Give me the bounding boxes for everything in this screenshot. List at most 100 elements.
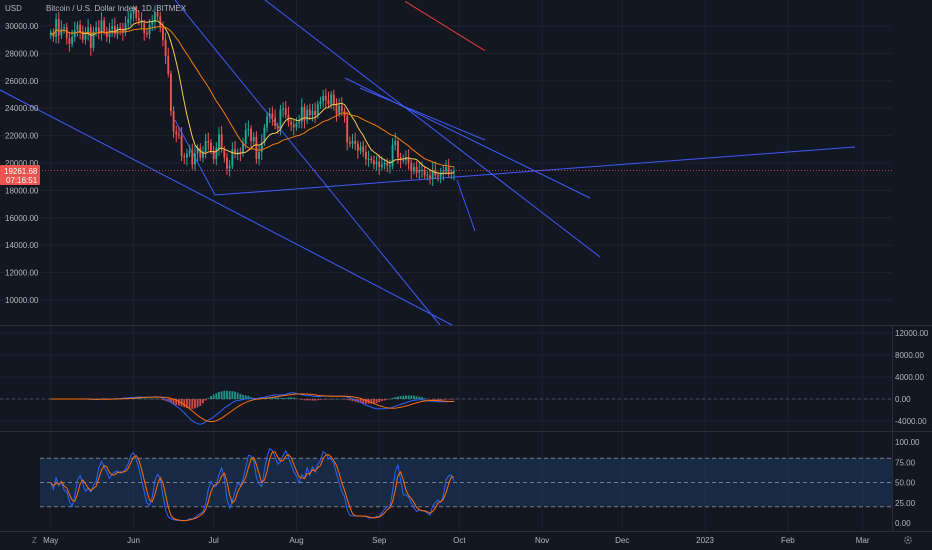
candle-body	[274, 118, 276, 126]
candle-body	[437, 175, 439, 176]
histogram-bar	[440, 399, 442, 400]
candle-body	[279, 110, 281, 129]
histogram-bar	[290, 397, 292, 399]
histogram-bar	[309, 399, 311, 400]
candle	[170, 71, 172, 116]
histogram-bar	[344, 399, 346, 400]
histogram-bar	[330, 399, 332, 400]
candle-body	[298, 122, 300, 123]
x-tick-label: Dec	[615, 536, 629, 545]
candle-body	[269, 114, 271, 117]
candle-body	[413, 167, 415, 171]
stoch-tick-label: 0.00	[895, 519, 911, 528]
histogram-bar	[312, 399, 314, 401]
candle-body	[341, 105, 343, 110]
histogram-bar	[210, 396, 212, 399]
histogram-bar	[234, 392, 236, 399]
histogram-bar	[293, 398, 295, 399]
histogram-bar	[426, 399, 428, 400]
candle-body	[245, 130, 247, 144]
candle-body	[325, 96, 327, 100]
histogram-bar	[322, 399, 324, 400]
histogram-bar	[277, 397, 279, 399]
histogram-bar	[408, 395, 410, 399]
candle-body	[376, 162, 378, 165]
candle-body	[293, 125, 295, 128]
histogram-bar	[397, 397, 399, 399]
candle-body	[101, 21, 103, 33]
candle-body	[336, 104, 338, 114]
candle-body	[285, 108, 287, 115]
histogram-bar	[429, 399, 431, 400]
candle-body	[397, 141, 399, 157]
histogram-bar	[349, 399, 351, 400]
candle-body	[162, 27, 164, 39]
price-tick-label: 28000.00	[5, 49, 39, 58]
histogram-bar	[421, 397, 423, 399]
x-tick-label: Sep	[372, 536, 387, 545]
candle-body	[151, 22, 153, 25]
zoom-icon[interactable]: Z	[32, 536, 37, 545]
candle-body	[410, 163, 412, 171]
histogram-bar	[341, 399, 343, 400]
candle-body	[85, 34, 87, 39]
histogram-bar	[197, 399, 199, 407]
histogram-bar	[413, 396, 415, 399]
candle-body	[448, 167, 450, 172]
candle-body	[271, 114, 273, 118]
hist-tick-label: -4000.00	[895, 417, 927, 426]
price-tag-countdown: 07:16:51	[6, 176, 38, 185]
histogram-bar	[386, 399, 388, 400]
histogram-bar	[317, 399, 319, 400]
candle-body	[309, 110, 311, 115]
histogram-bar	[218, 392, 220, 399]
candle-body	[250, 129, 252, 141]
candle-body	[328, 100, 330, 104]
candle-body	[277, 126, 279, 129]
histogram-bar	[416, 396, 418, 399]
histogram-bar	[336, 399, 338, 400]
candle-body	[360, 147, 362, 151]
candle-body	[221, 134, 223, 149]
candle-body	[186, 153, 188, 157]
price-tag-value: 19261.68	[4, 167, 38, 176]
histogram-bar	[314, 399, 316, 401]
candle-body	[194, 153, 196, 164]
histogram-bar	[237, 393, 239, 399]
histogram-bar	[333, 399, 335, 400]
gear-icon-hub	[907, 539, 909, 541]
histogram-bar	[159, 399, 161, 400]
histogram-bar	[384, 399, 386, 400]
candle-body	[333, 95, 335, 105]
candle-body	[199, 148, 201, 158]
histogram-bar	[215, 393, 217, 399]
candle-body	[71, 37, 73, 44]
candle-body	[424, 170, 426, 175]
price-tick-label: 22000.00	[5, 132, 39, 141]
histogram-bar	[381, 399, 383, 401]
histogram-bar	[445, 399, 447, 400]
hist-tick-label: 4000.00	[895, 373, 924, 382]
candle-body	[354, 141, 356, 144]
histogram-bar	[229, 391, 231, 399]
price-tick-label: 16000.00	[5, 214, 39, 223]
stoch-tick-label: 100.00	[895, 438, 920, 447]
candle-body	[426, 175, 428, 176]
histogram-bar	[306, 399, 308, 400]
histogram-bar	[213, 395, 215, 399]
histogram-bar	[242, 395, 244, 399]
candle-body	[392, 145, 394, 166]
histogram-bar	[328, 399, 330, 400]
stoch-tick-label: 50.00	[895, 479, 916, 488]
hist-tick-label: 12000.00	[895, 329, 929, 338]
histogram-bar	[221, 391, 223, 399]
histogram-bar	[157, 399, 159, 400]
histogram-bar	[402, 396, 404, 399]
x-tick-label: Jul	[209, 536, 219, 545]
x-tick-label: May	[43, 536, 58, 545]
histogram-bar	[194, 399, 196, 408]
candle-body	[373, 160, 375, 164]
histogram-bar	[453, 399, 455, 400]
histogram-bar	[282, 398, 284, 399]
